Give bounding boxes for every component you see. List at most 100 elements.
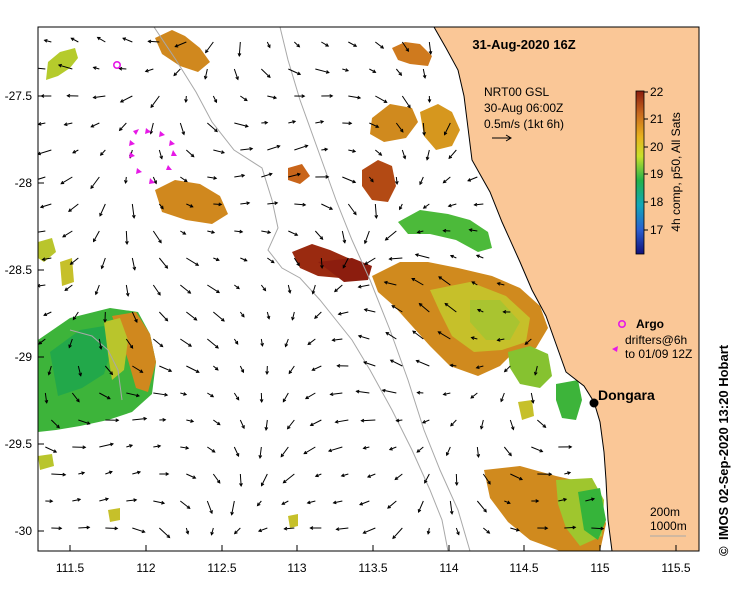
current-arrow-head	[125, 292, 130, 297]
current-arrow-head	[109, 442, 114, 447]
current-arrow	[62, 230, 73, 238]
current-arrow-head	[235, 396, 240, 401]
current-arrow-head	[216, 289, 221, 294]
current-arrow	[212, 95, 217, 103]
current-arrow-head	[260, 482, 265, 487]
current-arrow-head	[353, 211, 357, 216]
current-arrow	[531, 446, 543, 453]
current-arrow-head	[324, 147, 329, 152]
current-arrow	[348, 95, 361, 99]
current-arrow	[288, 173, 301, 178]
x-axis: 111.5 112 112.5 113 113.5 114 114.5 115 …	[56, 545, 691, 575]
current-arrow-head	[100, 265, 105, 270]
current-arrow	[419, 176, 424, 185]
current-arrow	[234, 122, 249, 127]
current-arrow	[159, 365, 172, 372]
current-arrow-head	[185, 530, 190, 535]
current-arrow	[99, 443, 114, 448]
current-arrow-head	[205, 49, 209, 54]
current-arrow	[240, 202, 250, 205]
credit: IMOS 02-Sep-2020 13:20 Hobart ©	[716, 344, 731, 556]
current-arrow-head	[135, 393, 141, 398]
current-arrow	[207, 338, 219, 349]
current-arrow	[213, 149, 225, 154]
current-arrow	[99, 203, 106, 217]
current-arrow-head	[168, 368, 173, 372]
current-arrow	[38, 230, 46, 233]
current-arrow-head	[99, 212, 103, 217]
y-tick-label: -28.5	[5, 263, 33, 277]
current-arrow-head	[309, 422, 314, 426]
current-arrow-head	[266, 315, 271, 320]
current-arrow-head	[381, 388, 386, 393]
current-arrow-head	[203, 75, 208, 80]
current-arrow-head	[288, 370, 293, 375]
current-arrow	[261, 173, 272, 178]
current-arrow	[305, 392, 316, 400]
current-arrow	[283, 473, 295, 484]
current-arrow-head	[591, 497, 596, 502]
current-arrow	[284, 527, 295, 530]
current-arrow	[282, 392, 289, 402]
current-arrow	[424, 473, 430, 484]
current-arrow-head	[297, 71, 302, 76]
current-arrow	[132, 418, 147, 421]
current-arrow-head	[70, 37, 75, 42]
current-arrow-head	[150, 104, 155, 109]
current-arrow	[558, 498, 567, 502]
current-arrow-head	[166, 534, 171, 539]
current-arrow-head	[214, 128, 218, 133]
current-arrow-head	[68, 344, 72, 349]
current-arrow-head	[327, 448, 332, 453]
current-arrow-head	[345, 68, 350, 72]
current-arrow-head	[157, 444, 162, 449]
current-arrow	[385, 230, 397, 241]
x-tick-label: 113	[287, 561, 306, 575]
current-arrow-head	[372, 69, 377, 73]
current-arrow-head	[334, 419, 339, 424]
isobath-legend: 200m 1000m	[650, 505, 687, 537]
current-arrow-head	[296, 172, 301, 177]
current-arrow-head	[38, 340, 43, 345]
current-arrow-head	[283, 526, 288, 531]
current-arrow	[78, 419, 90, 425]
current-arrow	[288, 68, 301, 75]
current-arrow	[186, 203, 193, 208]
current-arrow	[356, 390, 370, 394]
current-arrow-head	[241, 313, 245, 318]
current-arrow-head	[62, 472, 67, 477]
current-arrow-head	[519, 476, 524, 481]
current-arrow	[363, 361, 376, 367]
current-arrow-head	[34, 178, 37, 181]
current-arrow-head	[92, 66, 97, 70]
current-arrow-head	[424, 479, 428, 484]
current-arrow-head	[416, 230, 421, 234]
current-arrow-head	[329, 206, 334, 210]
current-arrow	[99, 392, 111, 400]
current-arrow-head	[412, 330, 417, 335]
current-arrow	[152, 176, 157, 184]
current-arrow-head	[387, 505, 391, 509]
current-arrow	[444, 303, 457, 313]
current-arrow-head	[304, 144, 309, 149]
current-arrow	[321, 203, 333, 210]
current-arrow	[285, 338, 289, 347]
current-arrow-head	[471, 281, 476, 285]
current-arrow	[266, 311, 270, 319]
current-arrow-head	[467, 178, 472, 182]
current-arrow-head	[218, 202, 223, 207]
current-arrow-head	[374, 215, 379, 219]
y-tick-label: -28	[15, 176, 33, 190]
current-arrow	[58, 64, 73, 70]
current-arrow	[153, 445, 161, 448]
current-arrow	[470, 392, 478, 399]
current-arrow	[186, 419, 194, 422]
current-arrow	[315, 68, 329, 74]
current-arrow	[469, 229, 478, 232]
current-arrow	[233, 446, 240, 457]
current-arrow	[509, 419, 514, 430]
current-arrow-head	[329, 392, 334, 397]
current-arrow	[448, 203, 457, 207]
current-arrow	[480, 419, 484, 429]
current-arrow-head	[235, 76, 239, 81]
